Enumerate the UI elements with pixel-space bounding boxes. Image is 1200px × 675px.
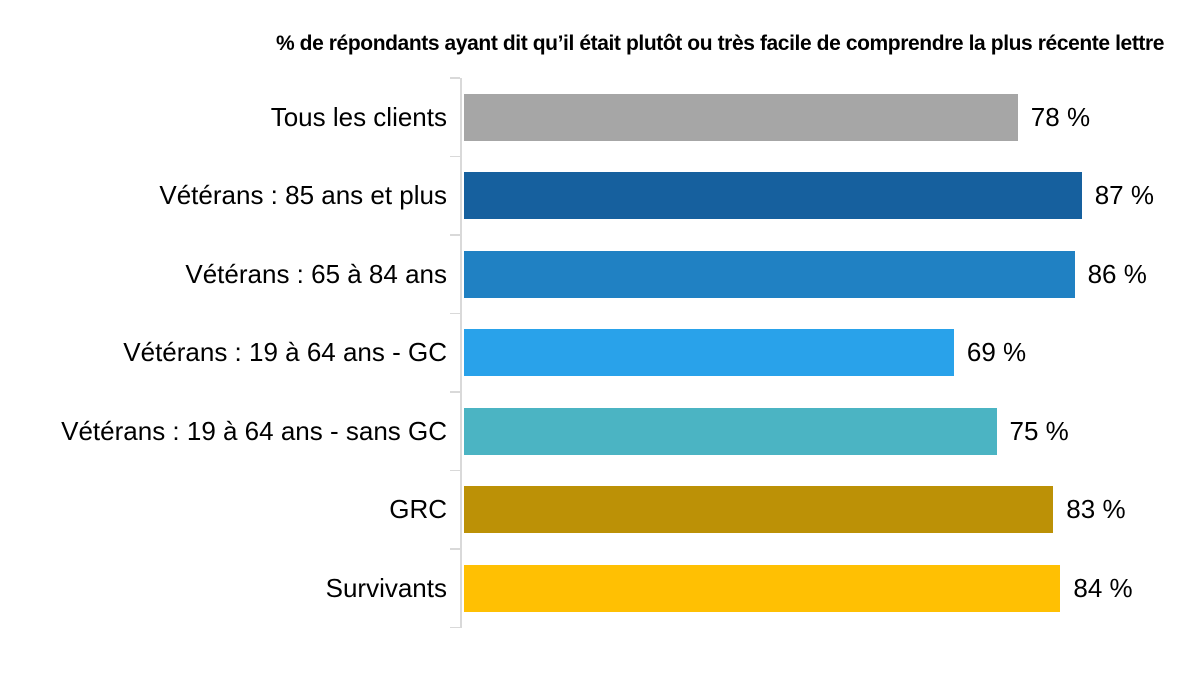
- y-axis-tick: [450, 155, 460, 158]
- y-axis-tick: [450, 548, 460, 550]
- category-label: Vétérans : 85 ans et plus: [159, 180, 447, 211]
- y-axis-tick: [450, 234, 460, 236]
- y-axis-line: [460, 78, 462, 628]
- bar: [464, 329, 954, 377]
- bar: [464, 564, 1061, 612]
- y-axis-tick: [450, 77, 460, 79]
- y-axis-tick: [450, 626, 460, 629]
- bar: [464, 486, 1054, 534]
- chart-title: % de répondants ayant dit qu’il était pl…: [275, 32, 1165, 55]
- category-label: Vétérans : 19 à 64 ans - sans GC: [61, 415, 447, 446]
- y-axis-tick: [450, 312, 460, 315]
- value-label: 86 %: [1087, 258, 1147, 289]
- category-label: Tous les clients: [270, 101, 447, 132]
- y-axis-tick: [450, 391, 460, 393]
- category-label: Survivants: [325, 572, 447, 603]
- value-label: 78 %: [1030, 101, 1091, 132]
- y-axis-tick: [450, 469, 460, 472]
- bar: [464, 250, 1075, 298]
- category-label: Vétérans : 65 à 84 ans: [185, 258, 447, 289]
- value-label: 69 %: [966, 337, 1027, 368]
- value-label: 75 %: [1009, 415, 1069, 446]
- bar: [464, 172, 1082, 220]
- value-label: 87 %: [1094, 180, 1154, 211]
- category-label: GRC: [389, 494, 447, 525]
- value-label: 83 %: [1066, 494, 1126, 525]
- bar: [464, 93, 1018, 141]
- category-label: Vétérans : 19 à 64 ans - GC: [123, 337, 447, 368]
- bar: [464, 407, 997, 455]
- value-label: 84 %: [1073, 572, 1133, 603]
